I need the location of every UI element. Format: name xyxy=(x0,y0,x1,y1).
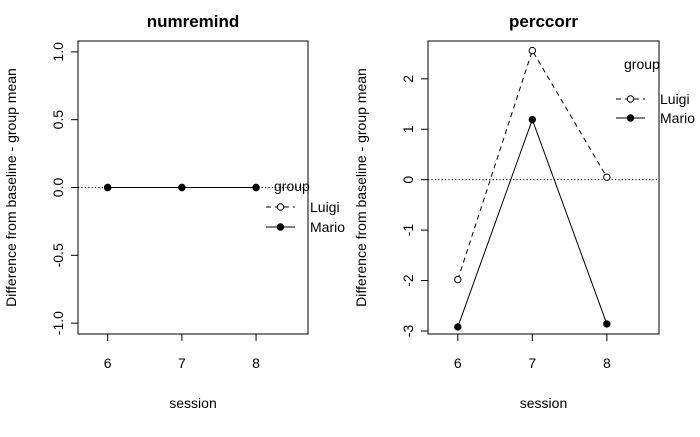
data-point-Luigi xyxy=(454,275,462,284)
legend-marker-Luigi xyxy=(276,203,285,211)
data-point-Mario xyxy=(528,115,537,124)
y-tick-label: 2 xyxy=(400,75,416,83)
legend-label-Mario: Mario xyxy=(660,110,695,126)
panel-perccorr: perccorr session Difference from baseline … xyxy=(353,12,695,411)
x-axis-label: session xyxy=(520,395,567,411)
legend-label-Luigi: Luigi xyxy=(310,199,340,215)
y-axis-label: Difference from baseline - group mean xyxy=(3,68,19,307)
data-point-Mario xyxy=(103,183,112,192)
legend-label-Mario: Mario xyxy=(310,219,345,235)
y-axis-label: Difference from baseline - group mean xyxy=(353,68,369,307)
y-tick-label: 1.0 xyxy=(50,42,66,62)
chart-title: perccorr xyxy=(509,12,578,31)
y-tick-label: 0 xyxy=(400,176,416,184)
data-point-Mario xyxy=(178,183,186,192)
data-point-Luigi xyxy=(603,173,611,181)
x-tick-label: 8 xyxy=(252,355,260,371)
legend: group Luigi Mario xyxy=(616,56,695,126)
x-tick-label: 7 xyxy=(178,355,186,371)
plot-frame xyxy=(427,40,660,335)
y-tick-label: -1.0 xyxy=(50,311,66,335)
y-tick-label: -3 xyxy=(400,325,416,338)
data-point-Mario xyxy=(252,183,260,192)
y-tick-label: 0.0 xyxy=(50,178,66,198)
x-tick-label: 6 xyxy=(454,355,462,371)
legend-marker-Mario xyxy=(276,223,285,231)
chart-title: numremind xyxy=(147,12,240,31)
x-tick-label: 8 xyxy=(603,355,611,371)
legend-title: group xyxy=(624,56,660,72)
panel-numremind: numremind session Difference from baseline… xyxy=(3,12,345,411)
legend-marker-Luigi xyxy=(626,95,635,103)
x-tick-label: 7 xyxy=(528,355,536,371)
series-line-Mario xyxy=(457,118,608,328)
data-point-Luigi xyxy=(528,46,537,55)
legend-marker-Mario xyxy=(626,114,635,122)
y-tick-label: -1 xyxy=(400,224,416,237)
y-tick-label: 0.5 xyxy=(50,110,66,130)
legend-title: group xyxy=(274,178,310,194)
y-tick-label: -0.5 xyxy=(50,243,66,267)
y-tick-label: -2 xyxy=(400,274,416,287)
y-tick-label: 1 xyxy=(400,125,416,133)
x-axis-label: session xyxy=(169,395,216,411)
series-line-Luigi xyxy=(457,49,608,280)
data-point-Mario xyxy=(603,320,611,328)
x-tick-label: 6 xyxy=(104,355,112,371)
data-point-Mario xyxy=(454,323,462,331)
legend-label-Luigi: Luigi xyxy=(660,91,690,107)
